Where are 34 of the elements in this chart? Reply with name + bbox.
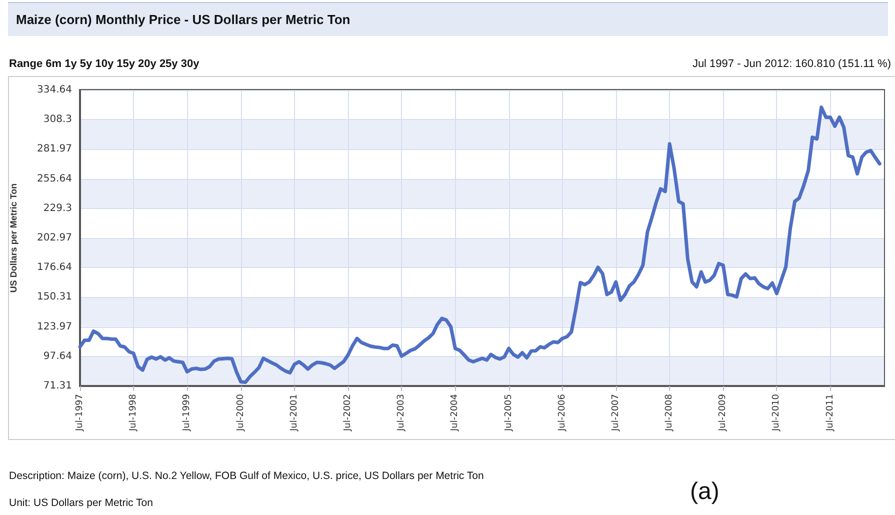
x-tick-label: Jul-2007 (610, 394, 621, 432)
y-tick-label: 334.64 (37, 84, 72, 96)
x-tick-label: Jul-2009 (718, 394, 728, 432)
y-tick-label: 176.64 (37, 262, 72, 274)
x-tick-label: Jul-2000 (236, 394, 246, 432)
text: (a) (690, 478, 720, 506)
x-tick-label: Jul-2002 (342, 394, 353, 432)
y-tick-label: 123.97 (37, 321, 72, 332)
x-tick-label: Jul-2001 (289, 394, 300, 432)
x-tick-label: Jul-2004 (450, 394, 460, 432)
x-tick-label: Jul-1998 (128, 394, 139, 432)
text: Unit: US Dollars per Metric Ton (9, 497, 153, 509)
line-series (78, 105, 882, 384)
x-tick-label: Jul-2005 (504, 394, 514, 432)
x-tick-label: Jul-2011 (825, 394, 836, 432)
text: Range 6m 1y 5y 10y 15y 20y 25y 30y (9, 58, 200, 70)
y-tick-label: 255.64 (37, 173, 72, 184)
y-tick-label: 202.97 (37, 232, 72, 244)
chart-title: Maize (corn) Monthly Price - US Dollars per Metric Ton (8, 2, 888, 36)
y-tick-label: 281.97 (37, 144, 72, 155)
x-tick-label: Jul-2003 (396, 394, 407, 432)
x-tick-label: Jul-2010 (772, 394, 782, 432)
y-axis-title: US Dollars per Metric Ton (8, 183, 18, 293)
x-tick-label: Jul-1997 (75, 394, 85, 432)
x-tick-label: Jul-2008 (664, 394, 675, 432)
text: Jul 1997 - Jun 2012: 160.810 (151.11 %) (692, 58, 891, 70)
text: Description: Maize (corn), U.S. No.2 Yellow, FOB Gulf of Mexico, U.S. price, US Dollars per Metric Ton (9, 470, 484, 482)
y-tick-label: 229.3 (43, 202, 72, 214)
y-tick-label: 308.3 (43, 114, 72, 126)
y-tick-label: 71.31 (43, 380, 72, 392)
x-tick-label: Jul-2006 (557, 394, 568, 432)
x-tick-label: Jul-1999 (182, 394, 192, 432)
y-tick-label: 97.64 (43, 350, 72, 362)
y-tick-label: 150.31 (37, 292, 72, 303)
